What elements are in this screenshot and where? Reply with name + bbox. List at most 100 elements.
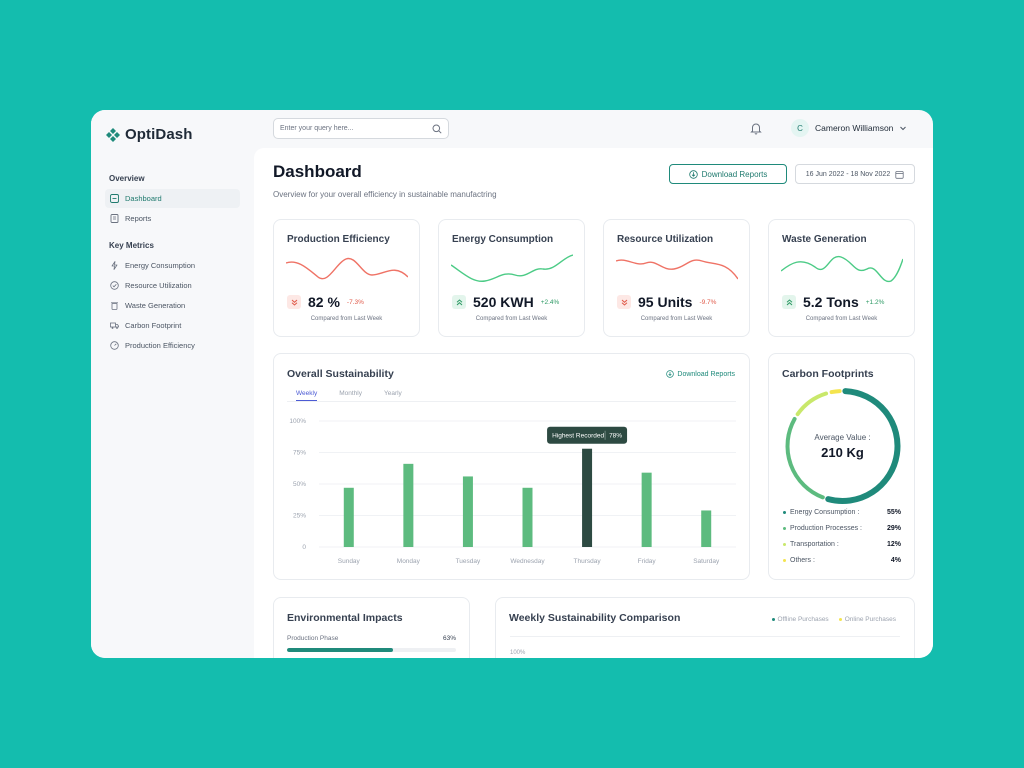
legend-label: Online Purchases (844, 616, 896, 623)
date-range-picker[interactable]: 16 Jun 2022 - 18 Nov 2022 (795, 164, 915, 184)
reports-icon (110, 214, 119, 223)
weekly-legend: Offline Purchases Online Purchases (771, 616, 896, 623)
legend-dot (783, 543, 786, 546)
carbon-footprints-card: Carbon Footprints Average Value : 210 Kg… (768, 353, 915, 580)
legend-label: Production Processes : (790, 525, 862, 532)
bar-monday[interactable] (403, 463, 414, 547)
legend-dot (783, 527, 786, 530)
tab-yearly[interactable]: Yearly (383, 390, 402, 397)
metric-card-energy-consumption[interactable]: Energy Consumption 520 KWH +2.4% Compare… (438, 219, 585, 337)
legend-item: Production Processes : 29% (783, 525, 901, 532)
tab-weekly[interactable]: Weekly (296, 390, 318, 401)
gauge-icon (110, 281, 119, 290)
donut-segment[interactable] (825, 388, 901, 504)
notification-bell-icon[interactable] (749, 121, 763, 135)
y-tick-label: 100% (289, 418, 306, 425)
bar-sunday[interactable] (343, 487, 354, 547)
metric-card-resource-utilization[interactable]: Resource Utilization 95 Units -9.7% Comp… (603, 219, 750, 337)
tooltip-label: Highest Recorded (552, 433, 604, 440)
carbon-donut-chart: Average Value : 210 Kg (785, 388, 901, 504)
legend-dot (783, 559, 786, 562)
page-subtitle: Overview for your overall efficiency in … (273, 190, 497, 199)
sidebar-item-waste-generation[interactable]: Waste Generation (105, 296, 240, 315)
logo-icon (106, 127, 120, 142)
user-menu[interactable]: C Cameron Williamson (791, 119, 907, 137)
sparkline-resource-utilization (616, 259, 738, 280)
donut-segment[interactable] (829, 389, 842, 395)
bar-tuesday[interactable] (462, 476, 473, 547)
impact-progress-fill (287, 648, 394, 652)
legend-item: Energy Consumption : 55% (783, 509, 901, 516)
impact-progress-bar (287, 648, 456, 652)
legend-value: 55% (886, 509, 901, 516)
trend-up-icon (782, 295, 796, 309)
trend-down-icon (287, 295, 301, 309)
tooltip-background (547, 426, 628, 444)
sidebar-item-reports[interactable]: Reports (105, 209, 240, 228)
bar-wednesday[interactable] (522, 487, 533, 547)
environmental-impacts-card: Environmental Impacts Production Phase 6… (273, 597, 470, 658)
sidebar-item-label: Dashboard (125, 194, 162, 203)
sidebar-item-carbon-footprint[interactable]: Carbon Footprint (105, 316, 240, 335)
y-tick-label: 75% (293, 450, 306, 457)
sidebar-item-production-efficiency[interactable]: Production Efficiency (105, 336, 240, 355)
sidebar-item-energy-consumption[interactable]: Energy Consumption (105, 256, 240, 275)
sparkline-production-efficiency (286, 257, 408, 280)
metric-title: Resource Utilization (617, 234, 714, 245)
legend-label: Energy Consumption : (790, 509, 860, 516)
search-icon[interactable] (432, 124, 442, 134)
metric-note: Compared from Last Week (805, 316, 878, 322)
legend-value: 29% (886, 525, 901, 532)
calendar-icon (895, 170, 904, 179)
legend-dot (783, 511, 786, 514)
page-title: Dashboard (273, 162, 362, 181)
overall-sustainability-card: Overall Sustainability Download Reports … (273, 353, 750, 580)
speedometer-icon (110, 341, 119, 350)
sidebar-item-label: Production Efficiency (125, 341, 195, 350)
metric-card-waste-generation[interactable]: Waste Generation 5.2 Tons +1.2% Compared… (768, 219, 915, 337)
impact-label: Production Phase (287, 635, 339, 642)
truck-icon (110, 321, 119, 330)
sustainability-bar-chart: 100% 75% 50% 25% 0 Sunday Monday Tuesday Wednesd… (289, 418, 736, 565)
download-reports-button[interactable]: Download Reports (669, 164, 787, 184)
tab-monthly[interactable]: Monthly (339, 390, 362, 397)
sidebar-item-label: Resource Utilization (125, 281, 192, 290)
main-content: Dashboard Overview for your overall effi… (254, 148, 933, 658)
search-input[interactable]: Enter your query here... (273, 118, 449, 139)
sidebar-item-dashboard[interactable]: Dashboard (105, 189, 240, 208)
bar-saturday[interactable] (701, 510, 712, 547)
donut-segment[interactable] (795, 391, 829, 417)
legend-item: Online Purchases (838, 616, 896, 623)
legend-item: Transportation : 12% (783, 541, 901, 548)
sidebar-item-resource-utilization[interactable]: Resource Utilization (105, 276, 240, 295)
section-title: Environmental Impacts (287, 612, 403, 624)
metric-card-production-efficiency[interactable]: Production Efficiency 82 % -7.3% Compare… (273, 219, 420, 337)
x-tick-label: Tuesday (456, 558, 481, 565)
app-logo[interactable]: OptiDash (105, 126, 192, 143)
bar-thursday[interactable] (582, 448, 593, 547)
highest-recorded-tooltip: Highest Recorded 78% (547, 426, 628, 444)
donut-segment[interactable] (785, 417, 825, 500)
lightning-icon (110, 261, 119, 270)
metric-value: 5.2 Tons (803, 294, 859, 310)
legend-dot (771, 617, 775, 621)
download-reports-link[interactable]: Download Reports (666, 370, 735, 378)
metric-change: +1.2% (865, 298, 885, 306)
user-name: Cameron Williamson (815, 123, 894, 133)
legend-value: 4% (890, 557, 901, 564)
legend-value: 12% (886, 541, 901, 548)
legend-item: Others : 4% (783, 557, 901, 564)
metric-change: -9.7% (699, 298, 717, 306)
sidebar-item-label: Waste Generation (125, 301, 186, 310)
metric-value: 520 KWH (473, 294, 534, 310)
donut-center-label: Average Value : (814, 433, 870, 442)
legend-label: Offline Purchases (777, 616, 829, 623)
download-icon (688, 169, 698, 179)
x-tick-label: Saturday (693, 558, 720, 565)
y-tick-label: 0 (302, 544, 306, 551)
download-reports-label: Download Reports (677, 370, 735, 378)
sidebar-item-label: Reports (125, 214, 152, 223)
axis-tick-label: 100% (510, 650, 526, 656)
weekly-comparison-card: Weekly Sustainability Comparison Offline… (495, 597, 915, 658)
bar-friday[interactable] (641, 472, 652, 547)
